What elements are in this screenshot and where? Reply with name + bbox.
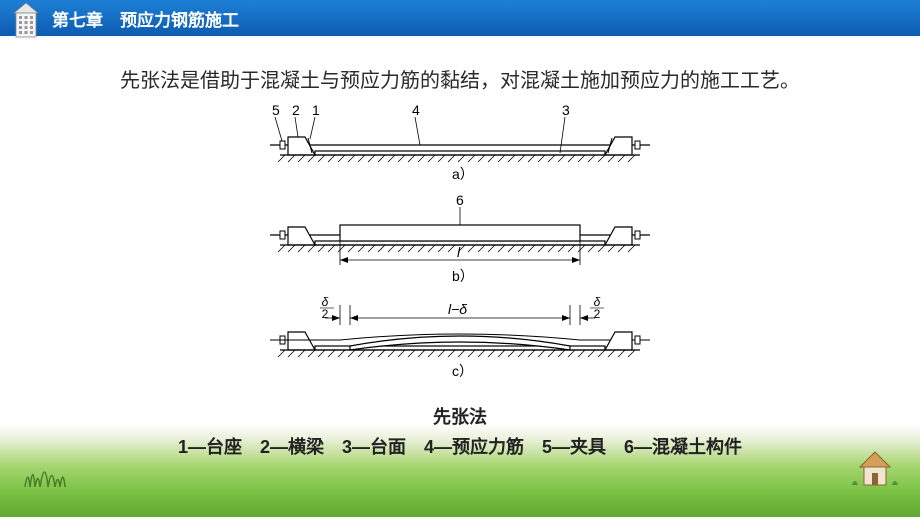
svg-text:a）: a） bbox=[452, 166, 474, 182]
svg-text:1: 1 bbox=[312, 105, 320, 118]
chapter-title: 第七章 预应力钢筋施工 bbox=[52, 6, 239, 31]
house-decoration-icon bbox=[850, 447, 900, 487]
svg-text:2: 2 bbox=[292, 105, 300, 118]
intro-text: 先张法是借助于混凝土与预应力筋的黏结，对混凝土施加预应力的施工工艺。 bbox=[0, 64, 920, 93]
building-icon bbox=[10, 1, 42, 39]
grass-decoration-icon bbox=[20, 452, 70, 487]
svg-text:5: 5 bbox=[272, 105, 280, 118]
svg-text:6: 6 bbox=[456, 192, 464, 208]
chapter-header: 第七章 预应力钢筋施工 bbox=[0, 0, 920, 36]
caption-legend: 1—台座 2—横梁 3—台面 4—预应力筋 5—夹具 6—混凝土构件 bbox=[0, 433, 920, 459]
svg-text:l−δ: l−δ bbox=[448, 301, 467, 317]
svg-text:4: 4 bbox=[412, 105, 420, 118]
svg-text:b）: b） bbox=[452, 268, 474, 284]
svg-text:l: l bbox=[457, 244, 461, 260]
svg-text:3: 3 bbox=[562, 105, 570, 118]
svg-text:c）: c） bbox=[452, 363, 473, 379]
diagram: 5 2 1 4 3 a） bbox=[220, 105, 700, 395]
svg-text:2: 2 bbox=[594, 307, 601, 321]
svg-text:2: 2 bbox=[322, 307, 329, 321]
caption-title: 先张法 bbox=[0, 403, 920, 429]
